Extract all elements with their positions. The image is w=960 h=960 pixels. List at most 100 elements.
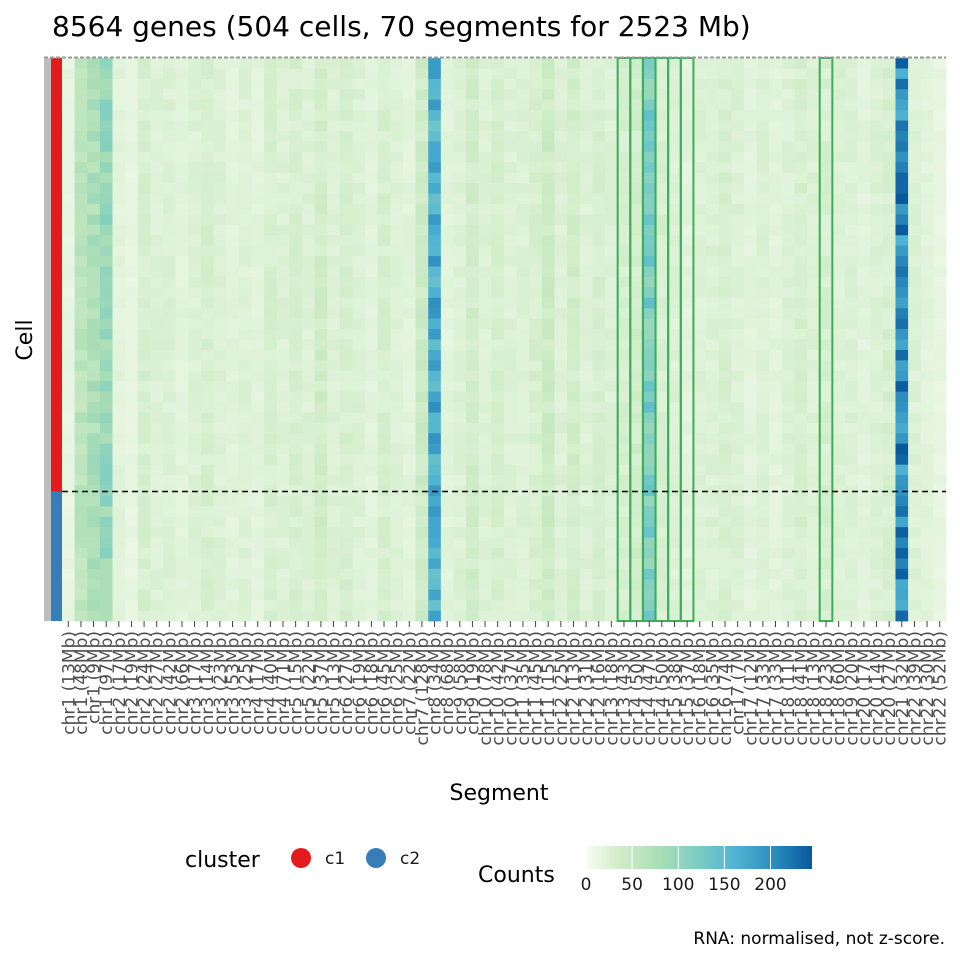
heatmap-cell bbox=[62, 89, 76, 101]
heatmap-cell bbox=[377, 495, 391, 507]
heatmap-cell bbox=[251, 266, 265, 278]
heatmap-cell bbox=[516, 318, 530, 330]
heatmap-cell bbox=[289, 287, 303, 299]
heatmap-cell bbox=[466, 391, 480, 403]
heatmap-cell bbox=[74, 600, 88, 611]
heatmap-cell bbox=[137, 568, 151, 580]
heatmap-cell bbox=[175, 349, 189, 361]
heatmap-cell bbox=[794, 548, 808, 559]
x-tick-label: chr22 (52Mb) bbox=[931, 631, 951, 746]
heatmap-cell bbox=[491, 308, 505, 320]
heatmap-cell bbox=[301, 68, 315, 80]
heatmap-cell bbox=[605, 110, 619, 121]
heatmap-cell bbox=[352, 381, 366, 393]
heatmap-cell bbox=[617, 151, 631, 163]
heatmap-cell bbox=[163, 433, 177, 445]
heatmap-cell bbox=[188, 256, 202, 267]
heatmap-cell bbox=[920, 276, 934, 288]
heatmap-cell bbox=[504, 141, 518, 153]
heatmap-cell bbox=[743, 548, 757, 559]
heatmap-cell bbox=[870, 589, 884, 601]
heatmap-cell bbox=[301, 558, 315, 570]
heatmap-cell bbox=[402, 443, 416, 455]
chart-title: 8564 genes (504 cells, 70 segments for 2… bbox=[52, 10, 751, 43]
heatmap-cell bbox=[617, 235, 631, 247]
heatmap-cell bbox=[276, 506, 290, 518]
heatmap-cell bbox=[592, 391, 606, 403]
heatmap-cell bbox=[289, 89, 303, 101]
heatmap-cell bbox=[605, 162, 619, 174]
heatmap-cell bbox=[605, 172, 619, 184]
heatmap-cell bbox=[529, 610, 543, 622]
heatmap-cell bbox=[264, 329, 278, 340]
heatmap-cell bbox=[62, 276, 76, 288]
heatmap-cell bbox=[440, 318, 454, 330]
heatmap-cell bbox=[756, 110, 770, 121]
heatmap-cell bbox=[352, 527, 366, 538]
heatmap-cell bbox=[895, 527, 909, 538]
heatmap-cell bbox=[226, 339, 240, 351]
heatmap-cell bbox=[592, 308, 606, 320]
heatmap-cell bbox=[756, 527, 770, 538]
heatmap-cell bbox=[781, 318, 795, 330]
heatmap-cell bbox=[491, 214, 505, 226]
heatmap-cell bbox=[62, 339, 76, 351]
heatmap-cell bbox=[478, 600, 492, 611]
heatmap-cell bbox=[554, 443, 568, 455]
heatmap-cell bbox=[567, 89, 581, 101]
heatmap-cell bbox=[213, 422, 227, 434]
heatmap-column bbox=[112, 58, 126, 622]
x-tick-label: chr11 (45Mb) bbox=[527, 631, 547, 746]
heatmap-cell bbox=[163, 99, 177, 111]
heatmap-cell bbox=[428, 443, 442, 455]
heatmap-cell bbox=[264, 464, 278, 476]
heatmap-cell bbox=[844, 224, 858, 236]
heatmap-cell bbox=[466, 287, 480, 299]
heatmap-cell bbox=[365, 318, 379, 330]
heatmap-cell bbox=[844, 349, 858, 361]
heatmap-cell bbox=[415, 183, 429, 194]
heatmap-cell bbox=[276, 203, 290, 215]
heatmap-cell bbox=[630, 589, 644, 601]
heatmap-cell bbox=[415, 537, 429, 549]
heatmap-cell bbox=[794, 610, 808, 622]
heatmap-cell bbox=[832, 224, 846, 236]
heatmap-cell bbox=[352, 151, 366, 163]
heatmap-cell bbox=[390, 381, 404, 393]
heatmap-cell bbox=[731, 610, 745, 622]
heatmap-cell bbox=[592, 89, 606, 101]
heatmap-cell bbox=[617, 454, 631, 466]
heatmap-cell bbox=[731, 235, 745, 247]
heatmap-cell bbox=[428, 402, 442, 413]
heatmap-cell bbox=[188, 589, 202, 601]
heatmap-cell bbox=[718, 162, 732, 174]
heatmap-cell bbox=[668, 579, 682, 591]
heatmap-cell bbox=[339, 89, 353, 101]
heatmap-cell bbox=[605, 141, 619, 153]
heatmap-cell bbox=[377, 141, 391, 153]
heatmap-cell bbox=[188, 433, 202, 445]
heatmap-cell bbox=[794, 151, 808, 163]
x-axis-title: Segment bbox=[450, 781, 549, 806]
heatmap-cell bbox=[402, 600, 416, 611]
heatmap-cell bbox=[844, 141, 858, 153]
heatmap-cell bbox=[289, 412, 303, 424]
heatmap-cell bbox=[680, 224, 694, 236]
heatmap-column bbox=[74, 58, 88, 622]
heatmap-cell bbox=[819, 58, 833, 69]
heatmap-cell bbox=[693, 391, 707, 403]
heatmap-cell bbox=[390, 548, 404, 559]
heatmap-cell bbox=[226, 495, 240, 507]
heatmap-cell bbox=[870, 537, 884, 549]
heatmap-cell bbox=[327, 193, 341, 205]
heatmap-cell bbox=[743, 464, 757, 476]
heatmap-cell bbox=[642, 579, 656, 591]
heatmap-cell bbox=[642, 516, 656, 528]
heatmap-cell bbox=[314, 433, 328, 445]
heatmap-cell bbox=[807, 183, 821, 194]
heatmap-cell bbox=[554, 297, 568, 309]
heatmap-cell bbox=[668, 349, 682, 361]
heatmap-cell bbox=[706, 89, 720, 101]
heatmap-cell bbox=[428, 256, 442, 267]
heatmap-cell bbox=[655, 276, 669, 288]
